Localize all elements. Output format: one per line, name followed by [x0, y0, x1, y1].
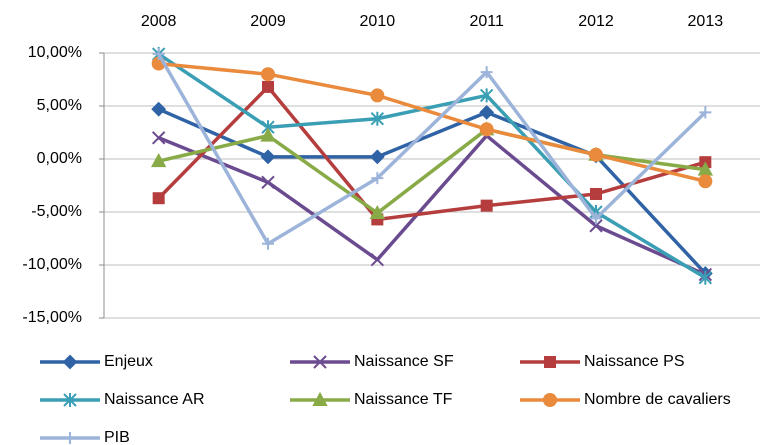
y-tick-label: -10,00% — [22, 256, 82, 273]
point-marker — [262, 237, 274, 250]
x-tick-label: 2008 — [141, 13, 177, 30]
legend-marker — [64, 432, 76, 444]
point-marker — [260, 127, 276, 142]
legend-label: Enjeux — [104, 353, 153, 370]
point-marker — [370, 88, 385, 103]
point-marker — [262, 80, 274, 93]
legend-marker — [544, 356, 556, 368]
point-marker — [371, 172, 384, 185]
legend-label: Naissance TF — [354, 391, 453, 408]
point-marker — [589, 147, 603, 162]
point-marker — [589, 219, 603, 233]
y-tick-label: -5,00% — [31, 203, 82, 220]
x-tick-label: 2013 — [688, 13, 724, 30]
point-marker — [369, 204, 386, 220]
point-marker — [698, 174, 713, 189]
point-marker — [370, 111, 385, 126]
legend-label: Naissance AR — [104, 391, 205, 408]
y-tick-label: 10,00% — [28, 44, 82, 61]
point-marker — [152, 48, 165, 61]
point-marker — [699, 106, 712, 119]
point-marker — [369, 149, 385, 165]
point-marker — [480, 66, 493, 79]
point-marker — [698, 270, 713, 285]
legend-label: Naissance PS — [584, 353, 685, 370]
legend-marker — [312, 391, 328, 406]
x-tick-label: 2009 — [250, 13, 286, 30]
y-tick-label: -15,00% — [22, 309, 82, 326]
point-marker — [261, 67, 275, 82]
legend-label: Nombre de cavaliers — [584, 391, 731, 408]
x-tick-label: 2011 — [469, 13, 504, 30]
point-marker — [150, 153, 167, 168]
y-tick-label: 0,00% — [37, 150, 82, 167]
point-marker — [260, 149, 276, 165]
point-marker — [152, 192, 165, 205]
point-marker — [590, 212, 602, 225]
legend-marker — [543, 393, 557, 407]
y-tick-label: 5,00% — [37, 97, 82, 114]
x-tick-label: 2012 — [578, 13, 614, 30]
legend-label: Naissance SF — [354, 353, 454, 370]
legend-marker — [313, 355, 327, 369]
series-line — [158, 127, 706, 215]
point-marker — [479, 104, 495, 120]
x-tick-label: 2010 — [360, 13, 396, 30]
point-marker — [479, 122, 494, 137]
series-line — [157, 85, 706, 222]
legend-marker — [62, 354, 78, 370]
series-line — [158, 133, 707, 277]
series-line — [157, 53, 707, 246]
point-marker — [151, 101, 167, 117]
series-line — [158, 61, 706, 183]
legend-marker — [63, 393, 77, 407]
point-marker — [590, 187, 602, 200]
legend-label: PIB — [104, 429, 130, 445]
series-line — [157, 107, 707, 275]
point-marker — [479, 88, 494, 103]
point-marker — [151, 131, 166, 145]
series-line — [157, 52, 707, 280]
point-marker — [480, 199, 493, 212]
point-marker — [370, 252, 385, 267]
point-marker — [261, 175, 275, 190]
